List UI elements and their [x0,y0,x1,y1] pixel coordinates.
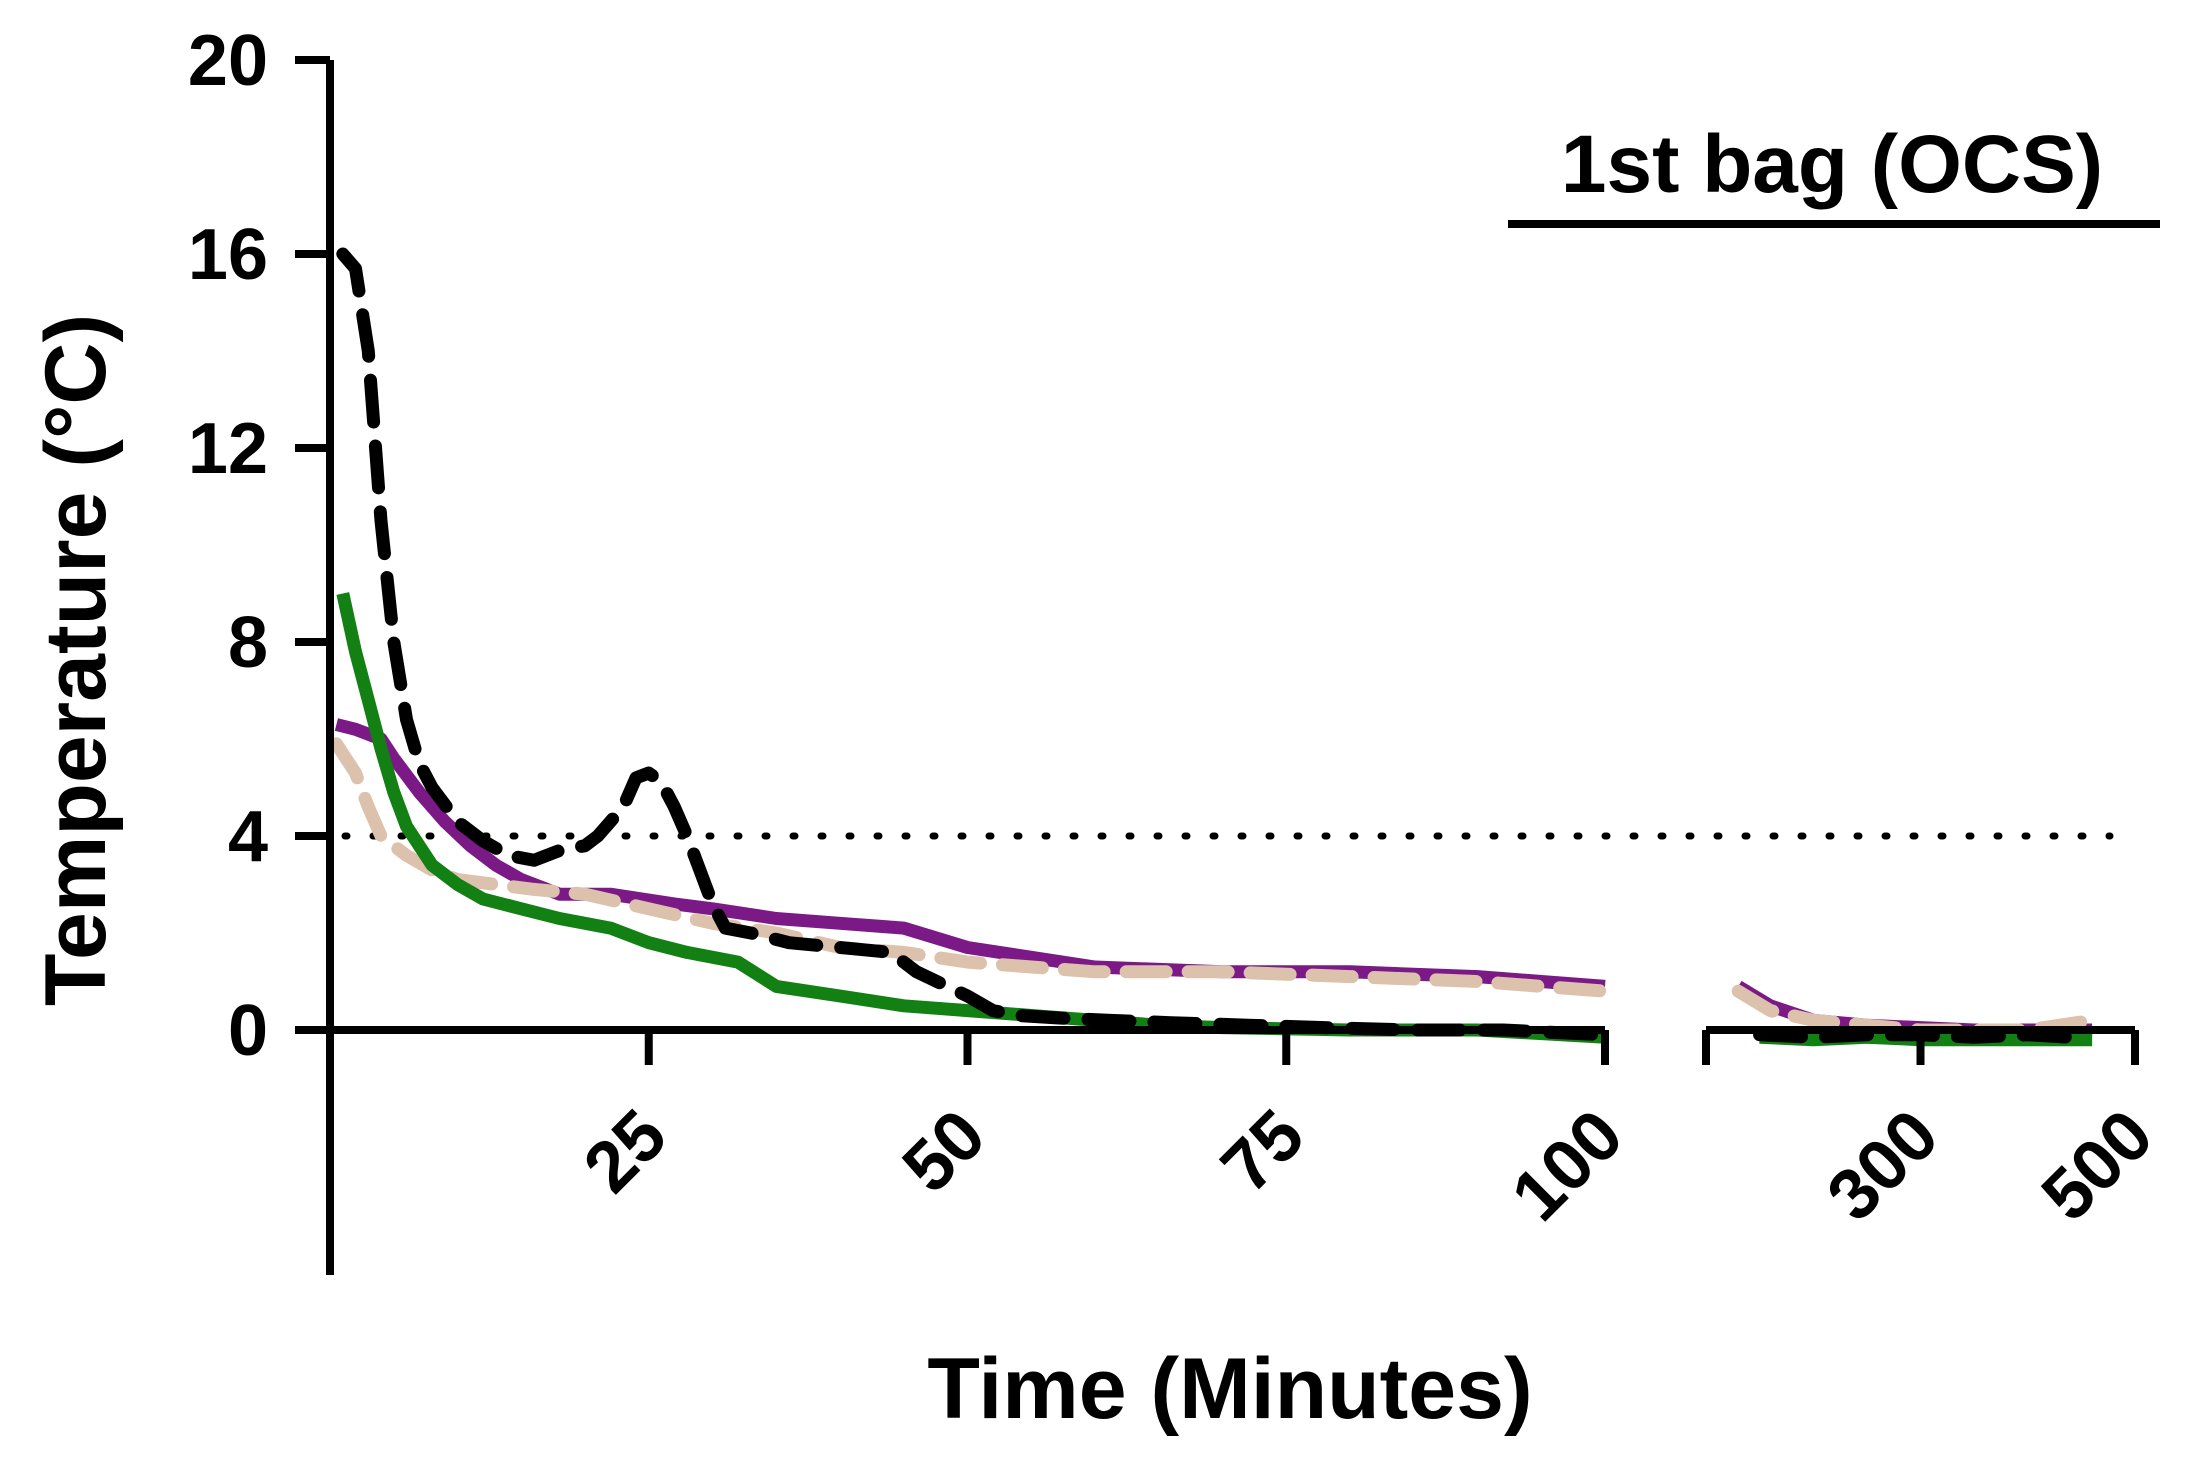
y-axis-title: Temperature (°C) [28,314,124,1006]
series-line-dcc2ac [1731,984,2099,1037]
plot-lines [329,247,2114,1047]
y-tick-label: 20 [188,21,268,101]
y-tick-label: 0 [228,991,268,1071]
annotation-label: 1st bag (OCS) [1561,119,2103,210]
y-tick-label: 16 [188,215,268,295]
y-tick-label: 4 [228,797,268,877]
x-tick-label: 100 [1497,1095,1639,1237]
series-line-000000 [336,247,1612,1042]
y-tick-label: 8 [228,603,268,683]
series-line-000000 [1753,1028,2078,1044]
x-ticks: 25 50 75 100 300 500 [326,1030,2169,1275]
axes [326,60,2135,1275]
x-tick-label: 25 [569,1095,682,1208]
y-tick-label: 12 [188,409,268,489]
x-tick-label: 75 [1206,1095,1319,1208]
y-ticks: 0 4 8 12 16 20 [188,21,330,1071]
x-axis-title: Time (Minutes) [927,1341,1532,1437]
series-line-dcc2ac [329,737,1612,998]
x-tick-label: 50 [888,1095,1001,1208]
x-tick-label: 500 [2027,1095,2169,1237]
x-tick-label: 300 [1812,1095,1954,1237]
